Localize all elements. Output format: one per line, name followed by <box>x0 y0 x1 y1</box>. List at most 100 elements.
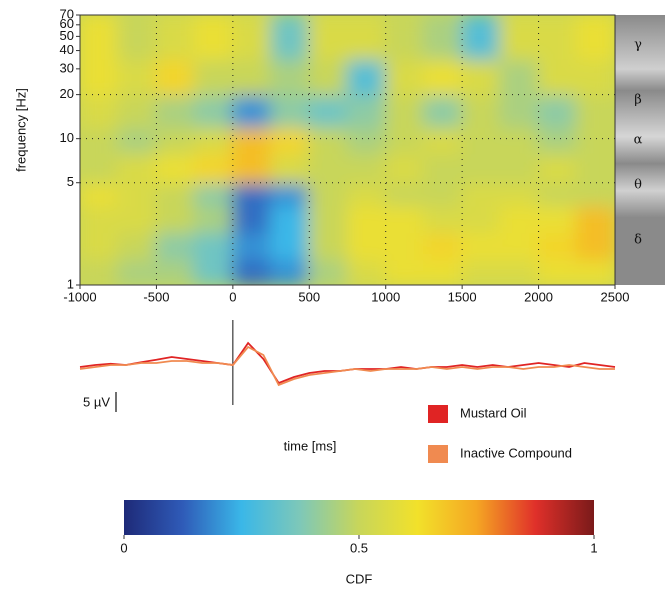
heatmap-clip <box>80 15 615 285</box>
heatmap-cell <box>422 231 464 261</box>
heatmap-cell <box>155 126 196 154</box>
heatmap-cell <box>308 93 349 129</box>
heatmap-cell <box>384 58 425 96</box>
legend-label: Mustard Oil <box>460 405 527 420</box>
y-tick-label: 1 <box>67 276 74 291</box>
heatmap-cell <box>117 58 158 96</box>
y-tick-label: 40 <box>60 42 74 57</box>
heatmap-cell <box>461 258 502 285</box>
colorbar-tick-label: 0 <box>120 540 127 555</box>
heatmap-cell <box>422 58 464 96</box>
heatmap-cell <box>117 151 158 184</box>
heatmap-cell <box>80 151 120 184</box>
heatmap-cell <box>499 151 540 184</box>
heatmap-cell <box>231 126 273 154</box>
heatmap-cell <box>537 126 578 154</box>
heatmap-cell <box>193 181 234 207</box>
heatmap-cell <box>155 204 196 234</box>
x-tick-label: 500 <box>298 289 320 304</box>
heatmap-cell <box>308 126 349 154</box>
heatmap-cell <box>80 231 120 261</box>
heatmap-cell <box>384 258 425 285</box>
y-axis-label: frequency [Hz] <box>13 88 28 172</box>
heatmap-cell <box>384 231 425 261</box>
y-tick-label: 60 <box>60 16 74 31</box>
heatmap-cell <box>575 231 615 261</box>
y-tick-label: 10 <box>60 130 74 145</box>
heatmap-cell <box>499 93 540 129</box>
heatmap-cell <box>384 204 425 234</box>
heatmap-cell <box>461 126 502 154</box>
heatmap-cell <box>346 93 387 129</box>
heatmap-cell <box>231 231 273 261</box>
heatmap-cell <box>155 15 196 61</box>
heatmap-cell <box>270 181 311 207</box>
heatmap-cell <box>270 15 311 61</box>
x-tick-label: 1000 <box>371 289 400 304</box>
heatmap-cell <box>308 15 349 61</box>
heatmap-cell <box>537 151 578 184</box>
heatmap-cell <box>461 204 502 234</box>
heatmap-cell <box>575 258 615 285</box>
heatmap-cell <box>422 258 464 285</box>
heatmap-cell <box>117 258 158 285</box>
heatmap-cell <box>270 258 311 285</box>
heatmap-cell <box>384 151 425 184</box>
heatmap-cell <box>231 93 273 129</box>
heatmap-cell <box>193 15 234 61</box>
heatmap-cell <box>231 15 273 61</box>
heatmap-cell <box>308 58 349 96</box>
heatmap-cell <box>80 258 120 285</box>
heatmap-cell <box>117 15 158 61</box>
heatmap-cell <box>80 181 120 207</box>
heatmap-cell <box>117 231 158 261</box>
heatmap-cell <box>384 126 425 154</box>
colorbar <box>124 500 594 535</box>
heatmap-cell <box>346 58 387 96</box>
colorbar-label: CDF <box>346 571 373 586</box>
heatmap-cell <box>193 204 234 234</box>
heatmap-cell <box>231 258 273 285</box>
heatmap-cell <box>499 126 540 154</box>
heatmap-cell <box>461 231 502 261</box>
heatmap-cell <box>117 181 158 207</box>
heatmap-cell <box>537 15 578 61</box>
legend-label: Inactive Compound <box>460 445 572 460</box>
scale-bar-label: 5 µV <box>83 394 110 409</box>
band-label: δ <box>634 233 642 248</box>
heatmap-cell <box>499 181 540 207</box>
heatmap-cell <box>270 93 311 129</box>
x-tick-label: 0 <box>229 289 236 304</box>
heatmap-cell <box>270 126 311 154</box>
heatmap-cell <box>499 58 540 96</box>
heatmap-cell <box>537 181 578 207</box>
heatmap-cell <box>461 151 502 184</box>
heatmap-cell <box>461 15 502 61</box>
band-strip <box>615 15 665 285</box>
heatmap-cell <box>270 151 311 184</box>
heatmap-cell <box>575 93 615 129</box>
heatmap-cell <box>193 93 234 129</box>
heatmap-cell <box>575 15 615 61</box>
y-tick-label: 5 <box>67 174 74 189</box>
heatmap-cell <box>346 126 387 154</box>
heatmap-cell <box>308 231 349 261</box>
band-label: θ <box>634 178 642 193</box>
heatmap-cell <box>346 151 387 184</box>
heatmap-cell <box>155 181 196 207</box>
heatmap-cell <box>537 204 578 234</box>
heatmap-cell <box>270 231 311 261</box>
heatmap-cell <box>346 231 387 261</box>
heatmap-cell <box>461 181 502 207</box>
heatmap-cell <box>308 151 349 184</box>
heatmap-cell <box>80 93 120 129</box>
band-label: β <box>634 93 642 108</box>
heatmap-cell <box>117 93 158 129</box>
legend-swatch <box>428 445 448 463</box>
colorbar-tick-label: 0.5 <box>350 540 368 555</box>
heatmap-cell <box>575 126 615 154</box>
heatmap-cell <box>193 258 234 285</box>
x-tick-label: -500 <box>143 289 169 304</box>
y-tick-label: 50 <box>60 28 74 43</box>
heatmap-cell <box>461 93 502 129</box>
